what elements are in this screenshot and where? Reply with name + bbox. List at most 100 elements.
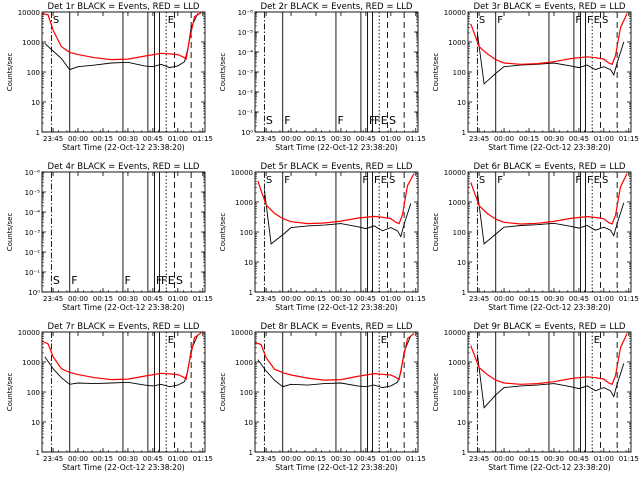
plot-frame [254,171,419,293]
event-marker-label: S [53,15,59,26]
y-tick-label: 10 [31,419,40,427]
x-tick-label: 01:15 [406,455,426,463]
x-tick-label: 01:00 [594,135,614,143]
x-tick-label: 01:15 [406,135,426,143]
y-tick-label: 10⁻³ [238,69,254,77]
y-tick-label: 10000 [18,329,40,337]
x-axis-label: Start Time (22-Oct-12 23:38:20) [488,303,611,312]
lld-series-line [257,173,415,225]
detector-panel: Det 3r BLACK = Events, RED = LLD 1 10 100 10… [432,2,639,152]
event-marker-label: F [284,114,290,127]
y-tick-label: 1000 [448,39,466,47]
y-tick-label: 1 [249,289,253,297]
plot-frame [467,331,632,453]
plot-frame [41,171,206,293]
x-tick-label: 23:45 [469,295,489,303]
y-tick-label: 10000 [231,169,253,177]
lld-series-line [470,13,628,66]
x-tick-label: 01:00 [381,295,401,303]
event-marker-label: E [168,274,175,287]
event-marker-label: E [381,114,388,127]
event-marker-label: S [602,15,608,26]
y-tick-label: 10000 [231,329,253,337]
x-tick-label: 00:45 [143,295,163,303]
x-tick-label: 01:15 [193,135,213,143]
y-tick-label: 10⁻³ [25,229,41,237]
event-marker-label: E [168,335,174,346]
detector-panel: Det 8r BLACK = Events, RED = LLD 1 10 100 10… [219,322,426,472]
y-tick-label: 1 [462,129,466,137]
x-tick-label: 00:15 [93,295,113,303]
event-marker-label: F [374,114,380,127]
x-tick-label: 00:45 [569,455,589,463]
plot-frame [254,11,419,133]
events-series-line [263,190,412,245]
detector-panel: Det 7r BLACK = Events, RED = LLD 1 10 100 10… [6,322,213,472]
event-marker-label: S [266,175,272,186]
lld-series-line [470,173,628,225]
x-tick-label: 01:00 [381,135,401,143]
y-tick-label: 10⁻⁴ [25,209,41,217]
y-tick-label: 10⁻⁶ [238,9,254,17]
event-marker-label: F [284,175,290,186]
x-tick-label: 00:30 [331,295,351,303]
detector-panel: Det 2r BLACK = Events, RED = LLD 10⁰ 10⁻¹ 1… [219,2,426,152]
detector-panel: Det 4r BLACK = Events, RED = LLD 10⁰ 10⁻¹ 1… [6,162,213,312]
x-tick-label: 00:15 [519,295,539,303]
x-tick-label: 23:45 [256,135,276,143]
x-tick-label: 00:00 [494,295,514,303]
x-tick-label: 01:15 [406,295,426,303]
y-tick-label: 10⁻⁵ [238,29,254,37]
y-tick-label: 1000 [22,39,40,47]
x-tick-label: 01:00 [594,455,614,463]
y-tick-label: 100 [27,69,40,77]
y-tick-label: 1000 [448,199,466,207]
x-axis-label: Start Time (22-Oct-12 23:38:20) [62,143,185,152]
x-tick-label: 23:45 [43,135,63,143]
x-tick-label: 23:45 [469,135,489,143]
panel-title: Det 4r BLACK = Events, RED = LLD [47,162,199,172]
y-tick-label: 10 [457,99,466,107]
x-tick-label: 00:00 [281,135,301,143]
x-tick-label: 01:00 [381,455,401,463]
y-axis-label: Counts/sec [219,213,227,252]
event-marker-label: S [266,114,273,127]
x-tick-label: 01:00 [168,135,188,143]
plot-frame [467,171,632,293]
x-tick-label: 00:15 [93,135,113,143]
x-tick-label: 00:45 [356,135,376,143]
detector-panel: Det 5r BLACK = Events, RED = LLD 1 10 100 10… [219,162,426,312]
detector-panel: Det 9r BLACK = Events, RED = LLD 1 10 100 10… [432,322,639,472]
x-tick-label: 00:15 [306,295,326,303]
y-tick-label: 1000 [235,359,253,367]
y-axis-label: Counts/sec [219,373,227,412]
y-tick-label: 1000 [22,359,40,367]
panel-title: Det 2r BLACK = Events, RED = LLD [260,2,412,12]
event-marker-label: F [161,274,167,287]
event-marker-label: F [374,175,380,186]
events-series-line [476,191,625,245]
x-tick-label: 00:30 [118,295,138,303]
y-tick-label: 10⁰ [28,289,40,297]
plot-frame [41,11,206,133]
panel-title: Det 9r BLACK = Events, RED = LLD [473,322,625,332]
y-tick-label: 1 [36,129,40,137]
x-tick-label: 00:30 [331,135,351,143]
y-tick-label: 1 [249,449,253,457]
events-series-line [476,354,625,409]
y-tick-label: 10⁻⁶ [25,169,41,177]
x-tick-label: 00:30 [331,455,351,463]
plot-frame [254,331,419,453]
y-tick-label: 100 [240,229,253,237]
event-marker-label: F [497,175,503,186]
event-marker-label: E [381,335,387,346]
y-tick-label: 100 [453,389,466,397]
y-axis-label: Counts/sec [6,373,14,412]
panel-title: Det 8r BLACK = Events, RED = LLD [260,322,412,332]
y-tick-label: 10000 [444,9,466,17]
lld-series-line [470,333,628,386]
y-axis-label: Counts/sec [432,373,440,412]
y-tick-label: 1 [36,449,40,457]
event-marker-label: F [497,15,503,26]
x-tick-label: 01:15 [619,455,639,463]
